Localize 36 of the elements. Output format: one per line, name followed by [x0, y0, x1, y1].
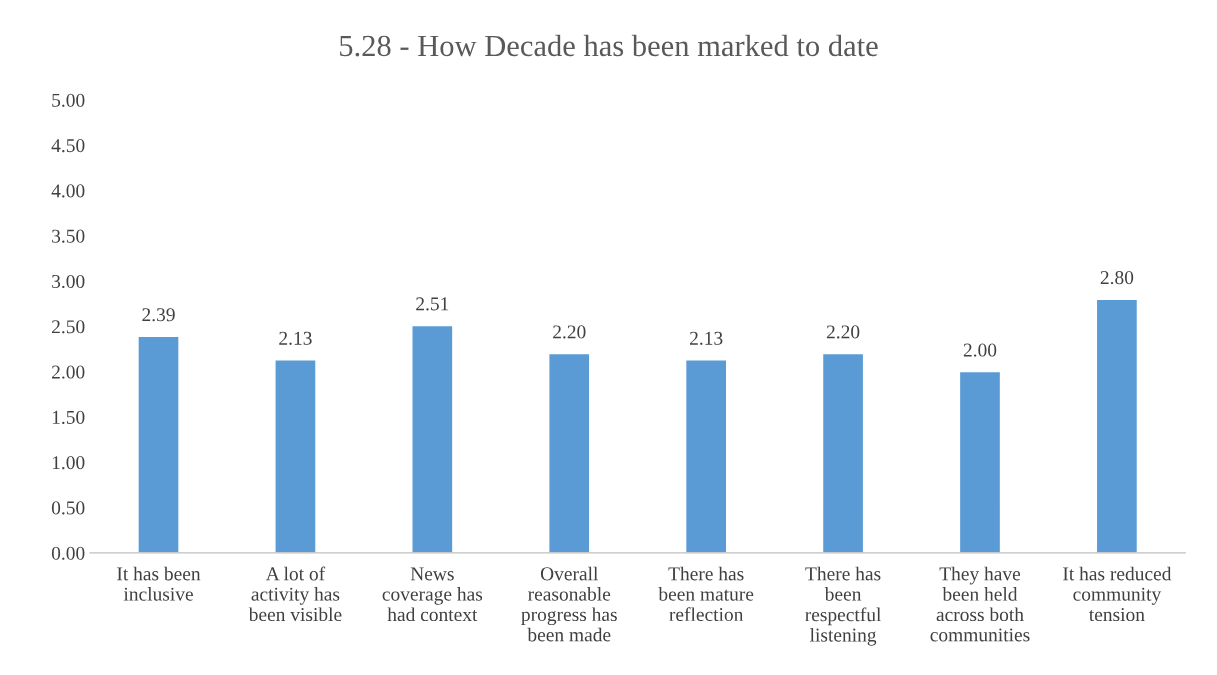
y-tick-label: 2.00 [52, 365, 85, 379]
x-tick-label: Overall reasonable progress has been made [521, 566, 617, 642]
bar [274, 359, 317, 553]
bar [684, 359, 728, 553]
data-label: 2.00 [963, 343, 997, 357]
bar [1095, 298, 1139, 553]
x-tick-label: A lot of activity has been visible [248, 566, 342, 622]
y-tick-label: 1.00 [52, 456, 85, 470]
x-tick-label: There has been respectful listening [805, 566, 882, 646]
x-tick-label: It has been inclusive [117, 566, 201, 601]
data-label: 2.13 [690, 331, 723, 345]
y-tick-label: 5.00 [52, 93, 85, 107]
y-tick-label: 3.50 [52, 229, 85, 243]
y-tick-label: 3.00 [52, 274, 85, 289]
bar [958, 370, 1002, 553]
x-tick-label: They have been held across both communities [930, 566, 1030, 642]
data-label: 2.51 [416, 297, 449, 311]
y-tick-label: 0.50 [51, 501, 85, 515]
data-label: 2.39 [142, 308, 175, 322]
x-tick-label: News coverage has had context [382, 567, 483, 622]
bar [137, 335, 180, 553]
x-tick-label: There has been mature reflection [658, 566, 754, 622]
bar [548, 352, 591, 553]
y-tick-label: 1.50 [52, 410, 85, 424]
data-label: 2.80 [1100, 271, 1134, 285]
bar [411, 324, 454, 553]
data-label: 2.13 [279, 331, 312, 345]
y-tick-label: 4.50 [51, 139, 85, 153]
y-tick-label: 2.50 [52, 320, 85, 334]
x-tick-label: It has reduced community tension [1063, 566, 1172, 622]
y-tick-label: 0.00 [51, 546, 85, 560]
bar [821, 352, 865, 553]
chart-title: 5.28 - How Decade has been marked to date [340, 34, 878, 57]
y-tick-label: 4.00 [51, 184, 85, 198]
data-label: 2.20 [553, 325, 586, 339]
data-label: 2.20 [826, 325, 860, 339]
